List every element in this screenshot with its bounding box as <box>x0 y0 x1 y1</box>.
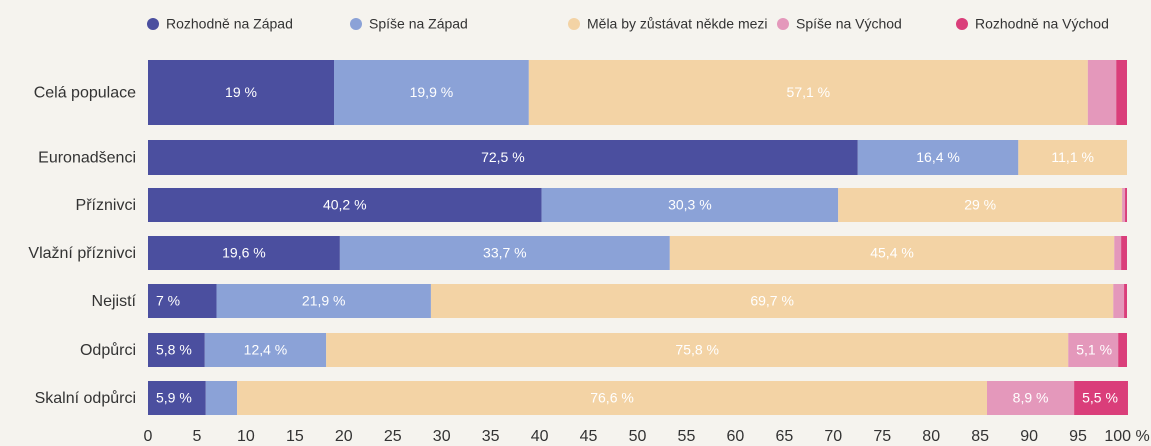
category-label: Příznivci <box>76 197 136 214</box>
category-label: Nejistí <box>92 293 137 310</box>
bar-segment <box>216 284 431 318</box>
category-label: Celá populace <box>34 85 136 102</box>
value-label: 33,7 % <box>483 245 527 261</box>
value-label: 11,1 % <box>1051 149 1094 165</box>
bar-segment <box>148 188 542 222</box>
legend-label: Rozhodně na Východ <box>975 16 1109 32</box>
x-tick-label: 95 <box>1069 428 1087 445</box>
x-tick-label: 15 <box>286 428 304 445</box>
x-tick-label: 60 <box>727 428 745 445</box>
legend-marker <box>777 18 789 30</box>
value-label: 5,9 % <box>156 390 192 406</box>
bar-segment <box>148 284 217 318</box>
value-label: 69,7 % <box>750 293 794 309</box>
value-label: 75,8 % <box>675 342 719 358</box>
x-tick-label: 100 % <box>1104 428 1149 445</box>
x-tick-label: 20 <box>335 428 353 445</box>
x-tick-label: 45 <box>580 428 598 445</box>
value-label: 5,5 % <box>1082 390 1118 406</box>
legend-marker <box>956 18 968 30</box>
x-tick-label: 30 <box>433 428 451 445</box>
bar-segment <box>838 188 1123 222</box>
x-tick-label: 75 <box>873 428 891 445</box>
bar-segment <box>1068 333 1119 367</box>
category-label: Skalní odpůrci <box>35 389 136 407</box>
value-label: 7 % <box>156 293 180 309</box>
bar-segment <box>669 236 1115 270</box>
bar-segment <box>148 60 335 125</box>
bar-segment <box>987 381 1075 415</box>
bar-segment <box>205 381 238 415</box>
bar-segment <box>1124 284 1127 318</box>
value-label: 19,6 % <box>222 245 266 261</box>
bar-segment <box>541 188 839 222</box>
value-label: 12,4 % <box>244 342 288 358</box>
legend-label: Spíše na Západ <box>369 16 468 32</box>
value-label: 19 % <box>225 84 257 100</box>
bar-segment <box>148 236 340 270</box>
x-tick-label: 25 <box>384 428 402 445</box>
x-tick-label: 50 <box>629 428 647 445</box>
x-tick-label: 80 <box>922 428 940 445</box>
bar-segment <box>1113 284 1125 318</box>
bar-segment <box>148 381 206 415</box>
value-label: 76,6 % <box>590 390 634 406</box>
bar-segment <box>1125 188 1127 222</box>
bar-segment <box>430 284 1114 318</box>
category-label: Euronadšenci <box>38 150 136 167</box>
value-label: 72,5 % <box>481 149 525 165</box>
value-label: 57,1 % <box>787 84 831 100</box>
value-label: 40,2 % <box>323 197 367 213</box>
x-tick-label: 85 <box>971 428 989 445</box>
legend-marker <box>568 18 580 30</box>
bar-segment <box>1122 188 1126 222</box>
value-label: 30,3 % <box>668 197 712 213</box>
bar-segment <box>148 140 858 175</box>
value-label: 5,8 % <box>156 342 192 358</box>
legend-marker <box>350 18 362 30</box>
bar-segment <box>528 60 1088 125</box>
x-tick-label: 70 <box>824 428 842 445</box>
legend-marker <box>147 18 159 30</box>
bar-segment <box>1087 60 1117 125</box>
legend-label: Měla by zůstávat někde mezi <box>587 16 768 32</box>
bar-segment <box>204 333 327 367</box>
bar-segment <box>1116 60 1127 125</box>
bar-segment <box>1114 236 1122 270</box>
value-label: 19,9 % <box>410 84 454 100</box>
x-tick-label: 0 <box>144 428 153 445</box>
x-tick-label: 10 <box>237 428 255 445</box>
bar-segment <box>334 60 529 125</box>
value-label: 8,9 % <box>1013 390 1049 406</box>
value-label: 21,9 % <box>302 293 346 309</box>
bar-segment <box>237 381 988 415</box>
x-tick-label: 55 <box>678 428 696 445</box>
x-tick-label: 40 <box>531 428 549 445</box>
legend-label: Rozhodně na Západ <box>166 16 293 32</box>
bar-segment <box>1018 140 1127 175</box>
x-tick-label: 5 <box>192 428 201 445</box>
category-label: Odpůrci <box>80 341 136 359</box>
value-label: 5,1 % <box>1076 342 1112 358</box>
category-label: Vlažní příznivci <box>28 245 136 262</box>
bar-segment <box>339 236 670 270</box>
x-tick-label: 90 <box>1020 428 1038 445</box>
bar-segment <box>1074 381 1128 415</box>
bar-segment <box>1121 236 1127 270</box>
value-label: 45,4 % <box>870 245 914 261</box>
value-label: 29 % <box>964 197 996 213</box>
x-tick-label: 65 <box>775 428 793 445</box>
bar-segment <box>148 333 205 367</box>
x-tick-label: 35 <box>482 428 500 445</box>
legend-label: Spíše na Východ <box>796 16 902 32</box>
bar-segment <box>326 333 1069 367</box>
bar-segment <box>857 140 1019 175</box>
bar-segment <box>1118 333 1127 367</box>
value-label: 16,4 % <box>916 149 960 165</box>
